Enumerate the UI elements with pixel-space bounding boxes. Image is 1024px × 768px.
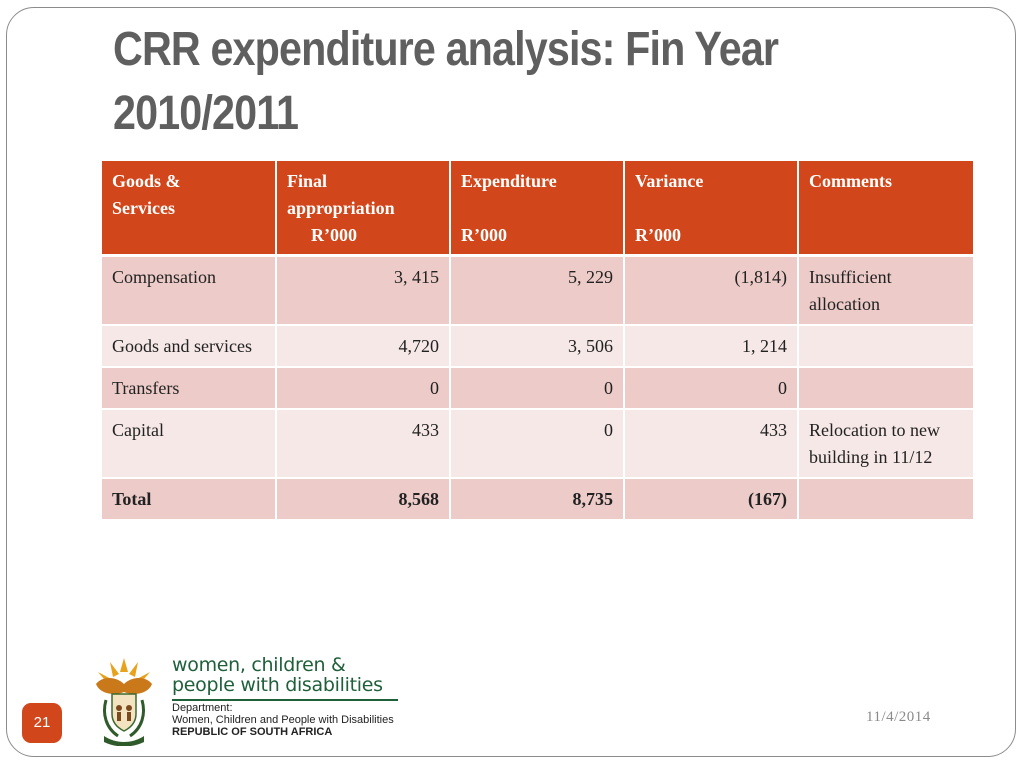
coat-of-arms-icon [96, 658, 152, 746]
logo-divider [172, 699, 398, 701]
logo-wordmark-line-1: women, children & [172, 654, 346, 676]
table-row: Transfers 0 0 0 [102, 366, 973, 409]
cell-variance: (167) [623, 477, 798, 519]
header-expenditure: Expenditure R’000 [449, 161, 624, 257]
table-header-row: Goods & Services Final appropriation R’0… [102, 161, 973, 257]
header-goods-services: Goods & Services [102, 161, 276, 257]
logo-country: REPUBLIC OF SOUTH AFRICA [172, 726, 333, 738]
cell-comments [797, 324, 973, 367]
cell-comments [797, 366, 973, 409]
expenditure-table: Goods & Services Final appropriation R’0… [102, 161, 973, 519]
cell-comments: Insufficient allocation [797, 254, 973, 325]
header-comments: Comments [797, 161, 973, 257]
cell-expenditure: 3, 506 [449, 324, 624, 367]
cell-item: Total [102, 477, 276, 519]
cell-item: Capital [102, 408, 276, 478]
cell-expenditure: 0 [449, 366, 624, 409]
table-row: Goods and services 4,720 3, 506 1, 214 [102, 324, 973, 367]
cell-expenditure: 5, 229 [449, 254, 624, 325]
cell-variance: 0 [623, 366, 798, 409]
cell-variance: 433 [623, 408, 798, 478]
cell-final: 4,720 [275, 324, 450, 367]
header-final-appropriation: Final appropriation R’000 [275, 161, 450, 257]
title-line-1: CRR expenditure analysis: Fin Year [113, 23, 779, 76]
cell-variance: (1,814) [623, 254, 798, 325]
cell-item: Compensation [102, 254, 276, 325]
page-number-badge: 21 [22, 703, 62, 743]
slide-date: 11/4/2014 [866, 709, 931, 725]
cell-final: 8,568 [275, 477, 450, 519]
cell-final: 433 [275, 408, 450, 478]
cell-expenditure: 8,735 [449, 477, 624, 519]
cell-variance: 1, 214 [623, 324, 798, 367]
table-total-row: Total 8,568 8,735 (167) [102, 477, 973, 519]
table-row: Compensation 3, 415 5, 229 (1,814) Insuf… [102, 254, 973, 325]
slide-title: CRR expenditure analysis: Fin Year 2010/… [113, 18, 973, 146]
cell-expenditure: 0 [449, 408, 624, 478]
cell-final: 0 [275, 366, 450, 409]
logo-department-name: Women, Children and People with Disabili… [172, 714, 394, 726]
cell-item: Transfers [102, 366, 276, 409]
cell-comments [797, 477, 973, 519]
logo-wordmark-line-2: people with disabilities [172, 674, 383, 696]
cell-comments: Relocation to new building in 11/12 [797, 408, 973, 478]
department-logo: women, children & people with disabiliti… [88, 654, 408, 746]
cell-item: Goods and services [102, 324, 276, 367]
logo-department-label: Department: [172, 702, 233, 714]
table-row: Capital 433 0 433 Relocation to new buil… [102, 408, 973, 478]
cell-final: 3, 415 [275, 254, 450, 325]
header-variance: Variance R’000 [623, 161, 798, 257]
title-line-2: 2010/2011 [113, 87, 299, 140]
